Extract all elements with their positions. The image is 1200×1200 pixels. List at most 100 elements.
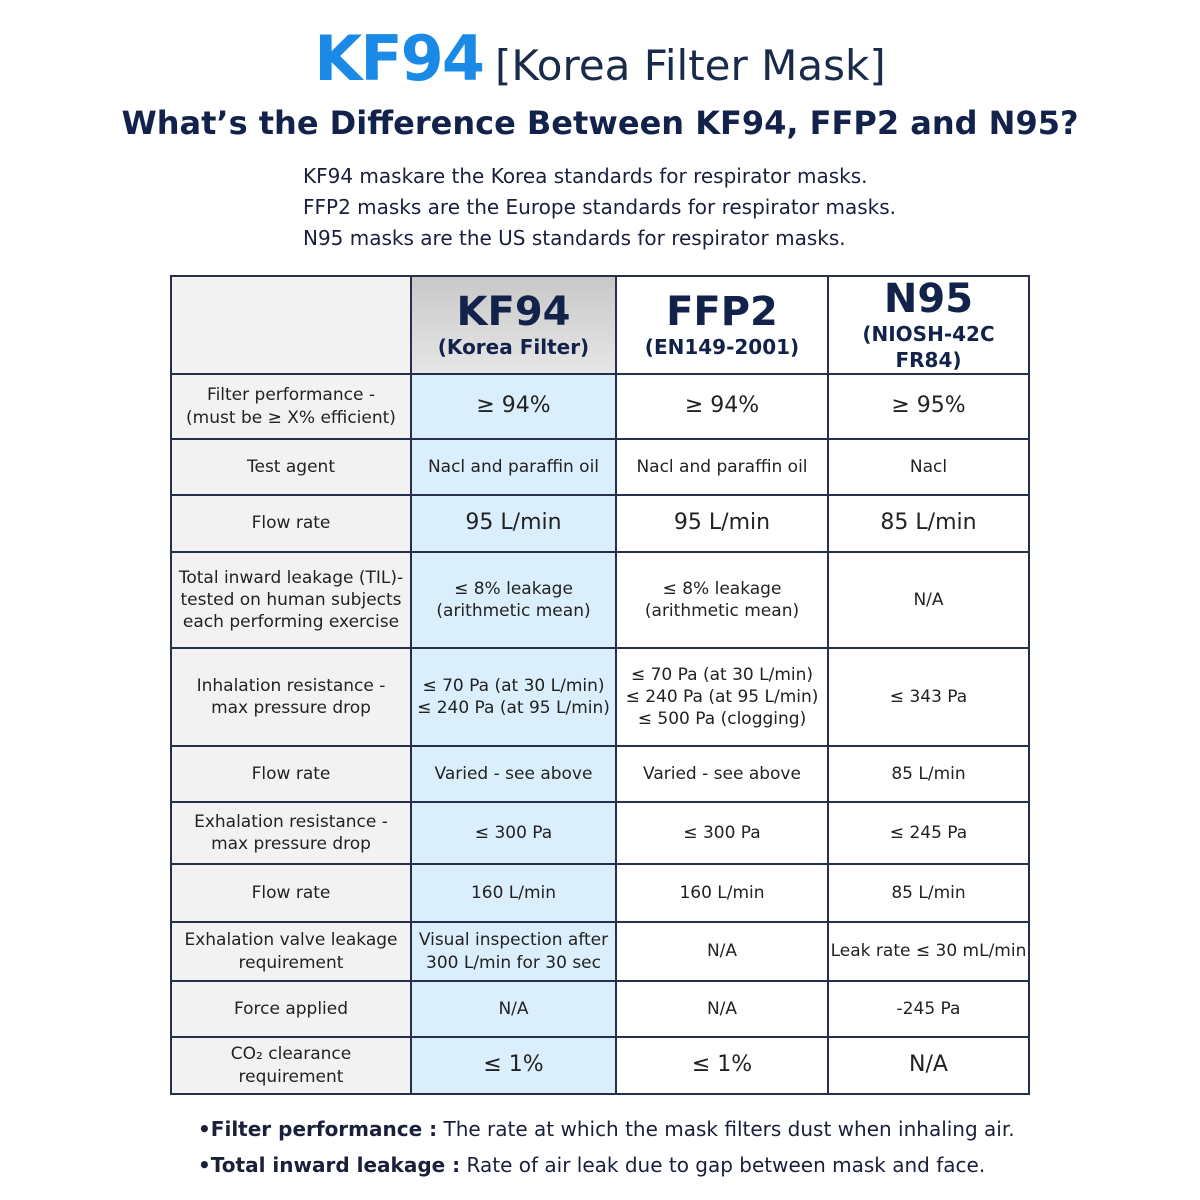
title-rest: [Korea Filter Mask] [494, 41, 886, 90]
row-label: Inhalation resistance - max pressure drop [172, 649, 412, 747]
cell-line: Varied - see above [643, 763, 801, 784]
cell-line: N/A [706, 998, 738, 1019]
cell-line: N/A [498, 998, 529, 1019]
table-cell: Nacl and paraffin oil [412, 440, 617, 496]
column-sub: (NIOSH-42C FR84) [862, 322, 995, 372]
table-cell: Leak rate ≤ 30 mL/min [829, 923, 1030, 982]
bullet: • [198, 1153, 211, 1177]
cell-line: 85 L/min [891, 763, 966, 784]
table-cell: N/A [412, 982, 617, 1038]
cell-line: Filter performance - [207, 385, 375, 406]
cell-line: (must be ≥ X% efficient) [186, 407, 396, 428]
cell-line: Leak rate ≤ 30 mL/min [830, 941, 1027, 962]
cell-line: N/A [913, 589, 944, 610]
cell-line: Exhalation valve leakage [184, 930, 398, 951]
cell-line: 95 L/min [673, 510, 771, 536]
cell-line: ≤ 500 Pa (clogging) [637, 709, 807, 730]
table-cell: ≥ 94% [412, 375, 617, 440]
row-label: Test agent [172, 440, 412, 496]
cell-line: ≥ 94% [684, 393, 760, 419]
column-sub: (EN149-2001) [644, 335, 800, 359]
table-cell: N/A [617, 923, 829, 982]
table-cell: -245 Pa [829, 982, 1030, 1038]
table-cell: 160 L/min [412, 865, 617, 923]
cell-line: Total inward leakage (TIL)- [178, 567, 404, 588]
row-label: Flow rate [172, 747, 412, 803]
column-header: KF94 (Korea Filter) [412, 277, 617, 375]
row-label: Total inward leakage (TIL)- tested on hum… [172, 553, 412, 649]
cell-line: 95 L/min [465, 510, 562, 536]
row-label: Filter performance - (must be ≥ X% effici… [172, 375, 412, 440]
cell-line: ≤ 343 Pa [889, 686, 968, 707]
cell-line: ≥ 94% [476, 393, 551, 419]
cell-line: each performing exercise [182, 612, 400, 633]
cell-line: Force applied [233, 998, 349, 1019]
cell-line: Nacl [909, 456, 948, 477]
row-label: Exhalation valve leakage requirement [172, 923, 412, 982]
cell-line: ≤ 300 Pa [474, 822, 553, 843]
cell-line: (arithmetic mean) [644, 601, 800, 621]
footnote: •Filter performance : The rate at which … [198, 1117, 1015, 1141]
cell-line: CO₂ clearance [230, 1044, 352, 1065]
cell-line: Flow rate [251, 513, 331, 534]
table: KF94 (Korea Filter) FFP2 (EN149-2001) N95 (NI… [170, 275, 1030, 1095]
intro-line: N95 masks are the US standards for respi… [303, 226, 846, 250]
footnote-text: The rate at which the mask filters dust … [437, 1117, 1015, 1141]
bullet: • [198, 1117, 211, 1141]
table-cell: 85 L/min [829, 865, 1030, 923]
table-cell: ≤ 70 Pa (at 30 L/min) ≤ 240 Pa (at 95 L/m… [412, 649, 617, 747]
table-cell: Nacl [829, 440, 1030, 496]
cell-line: (arithmetic mean) [436, 601, 591, 621]
cell-line: max pressure drop [211, 698, 371, 718]
cell-line: max pressure drop [211, 834, 371, 854]
header-cell [172, 277, 412, 375]
cell-line: ≥ 95% [891, 393, 966, 419]
column-name: FFP2 [666, 289, 778, 335]
cell-line: requirement [238, 952, 344, 973]
table-cell: ≤ 70 Pa (at 30 L/min) ≤ 240 Pa (at 95 L/m… [617, 649, 829, 747]
footnote-term: Total inward leakage : [210, 1153, 461, 1177]
footnote-text: Rate of air leak due to gap between mask… [460, 1153, 986, 1177]
table-cell: N/A [829, 553, 1030, 649]
cell-line: 160 L/min [470, 882, 557, 903]
table-cell: N/A [829, 1038, 1030, 1095]
table-cell: Varied - see above [412, 747, 617, 803]
intro-line: KF94 maskare the Korea standards for res… [303, 164, 868, 188]
column-name: N95 [883, 276, 974, 322]
table-cell: Visual inspection after 300 L/min for 30 … [412, 923, 617, 982]
column-header: N95 (NIOSH-42C FR84) [829, 277, 1030, 375]
cell-line: 300 L/min for 30 sec [426, 952, 601, 973]
subtitle: What’s the Difference Between KF94, FFP2… [121, 104, 1079, 142]
cell-line: N/A [706, 941, 738, 962]
cell-line: Flow rate [251, 763, 331, 784]
cell-line: tested on human subjects [180, 589, 402, 610]
table-cell: ≤ 8% leakage (arithmetic mean) [617, 553, 829, 649]
cell-line: 85 L/min [891, 882, 966, 903]
cell-line: -245 Pa [896, 998, 961, 1019]
column-name: KF94 [456, 289, 571, 335]
table-cell: 160 L/min [617, 865, 829, 923]
table-cell: ≤ 1% [412, 1038, 617, 1095]
row-label: Force applied [172, 982, 412, 1038]
cell-line: 160 L/min [679, 882, 765, 903]
cell-line: requirement [238, 1066, 344, 1087]
cell-line: ≤ 1% [691, 1052, 753, 1078]
cell-line: ≤ 240 Pa (at 95 L/min) [625, 686, 819, 707]
table-cell: ≤ 300 Pa [412, 803, 617, 865]
cell-line: Exhalation resistance - [194, 811, 388, 832]
cell-line: Flow rate [251, 882, 331, 903]
table-cell: ≤ 300 Pa [617, 803, 829, 865]
cell-line: N/A [909, 1052, 948, 1078]
cell-line: Nacl and paraffin oil [636, 456, 808, 477]
row-label: CO₂ clearance requirement [172, 1038, 412, 1095]
footnote-term: Filter performance : [210, 1117, 438, 1141]
table-cell: ≤ 1% [617, 1038, 829, 1095]
row-label: Exhalation resistance - max pressure drop [172, 803, 412, 865]
table-cell: ≤ 343 Pa [829, 649, 1030, 747]
cell-line: ≤ 70 Pa (at 30 L/min) [422, 675, 605, 696]
table-cell: 95 L/min [412, 496, 617, 553]
cell-line: ≤ 70 Pa (at 30 L/min) [630, 664, 814, 685]
table-cell: Nacl and paraffin oil [617, 440, 829, 496]
title-main: KF94 [314, 22, 485, 95]
footnote: •Total inward leakage : Rate of air leak… [198, 1153, 985, 1177]
